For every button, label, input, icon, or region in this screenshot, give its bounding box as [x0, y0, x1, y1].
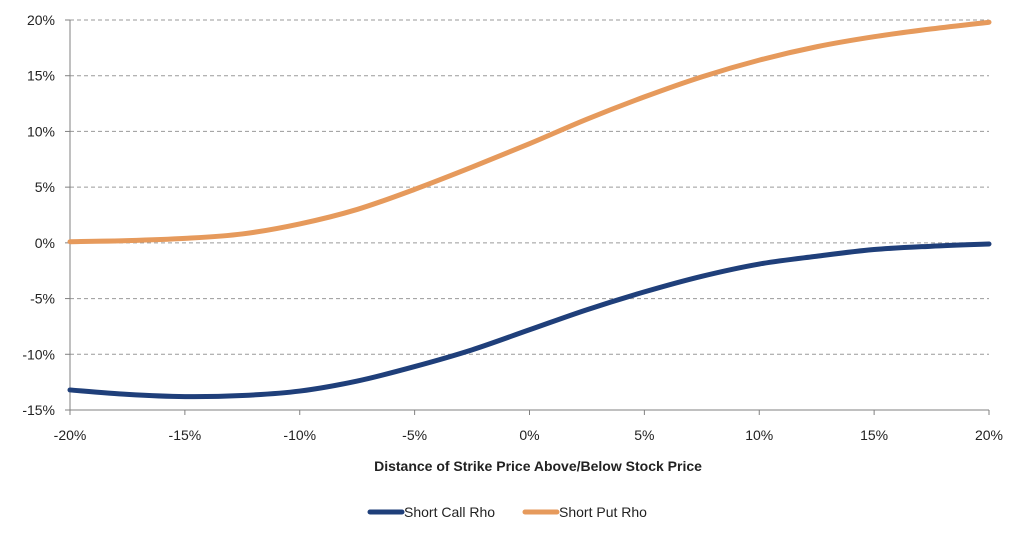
- y-tick-label: 5%: [35, 179, 55, 195]
- y-tick-label: -15%: [22, 402, 55, 418]
- x-axis-title: Distance of Strike Price Above/Below Sto…: [374, 458, 702, 474]
- x-tick-labels: -20% -15% -10% -5% 0% 5% 10% 15% 20%: [54, 427, 1003, 443]
- x-tick-label: 15%: [860, 427, 888, 443]
- axes: [65, 19, 990, 415]
- x-tick-label: -10%: [283, 427, 316, 443]
- legend: Short Call Rho Short Put Rho: [367, 504, 647, 520]
- y-tick-label: 15%: [27, 68, 55, 84]
- y-tick-label: 20%: [27, 12, 55, 28]
- x-tick-label: 20%: [975, 427, 1003, 443]
- y-tick-label: 10%: [27, 123, 55, 139]
- x-tick-label: -5%: [402, 427, 427, 443]
- x-tick-label: 10%: [745, 427, 773, 443]
- gridlines: [70, 19, 989, 355]
- x-tick-label: 0%: [519, 427, 539, 443]
- series-line-short-put-rho: [67, 19, 992, 245]
- y-tick-labels: -15% -10% -5% 0% 5% 10% 15% 20%: [22, 12, 55, 418]
- legend-label: Short Put Rho: [559, 504, 647, 520]
- legend-label: Short Call Rho: [404, 504, 495, 520]
- y-tick-label: -10%: [22, 346, 55, 362]
- series-lines: [67, 19, 992, 400]
- series-line-short-call-rho: [67, 241, 992, 400]
- x-tick-label: 5%: [634, 427, 654, 443]
- x-tick-label: -20%: [54, 427, 87, 443]
- y-tick-label: -5%: [30, 291, 55, 307]
- x-tick-label: -15%: [169, 427, 202, 443]
- y-tick-label: 0%: [35, 235, 55, 251]
